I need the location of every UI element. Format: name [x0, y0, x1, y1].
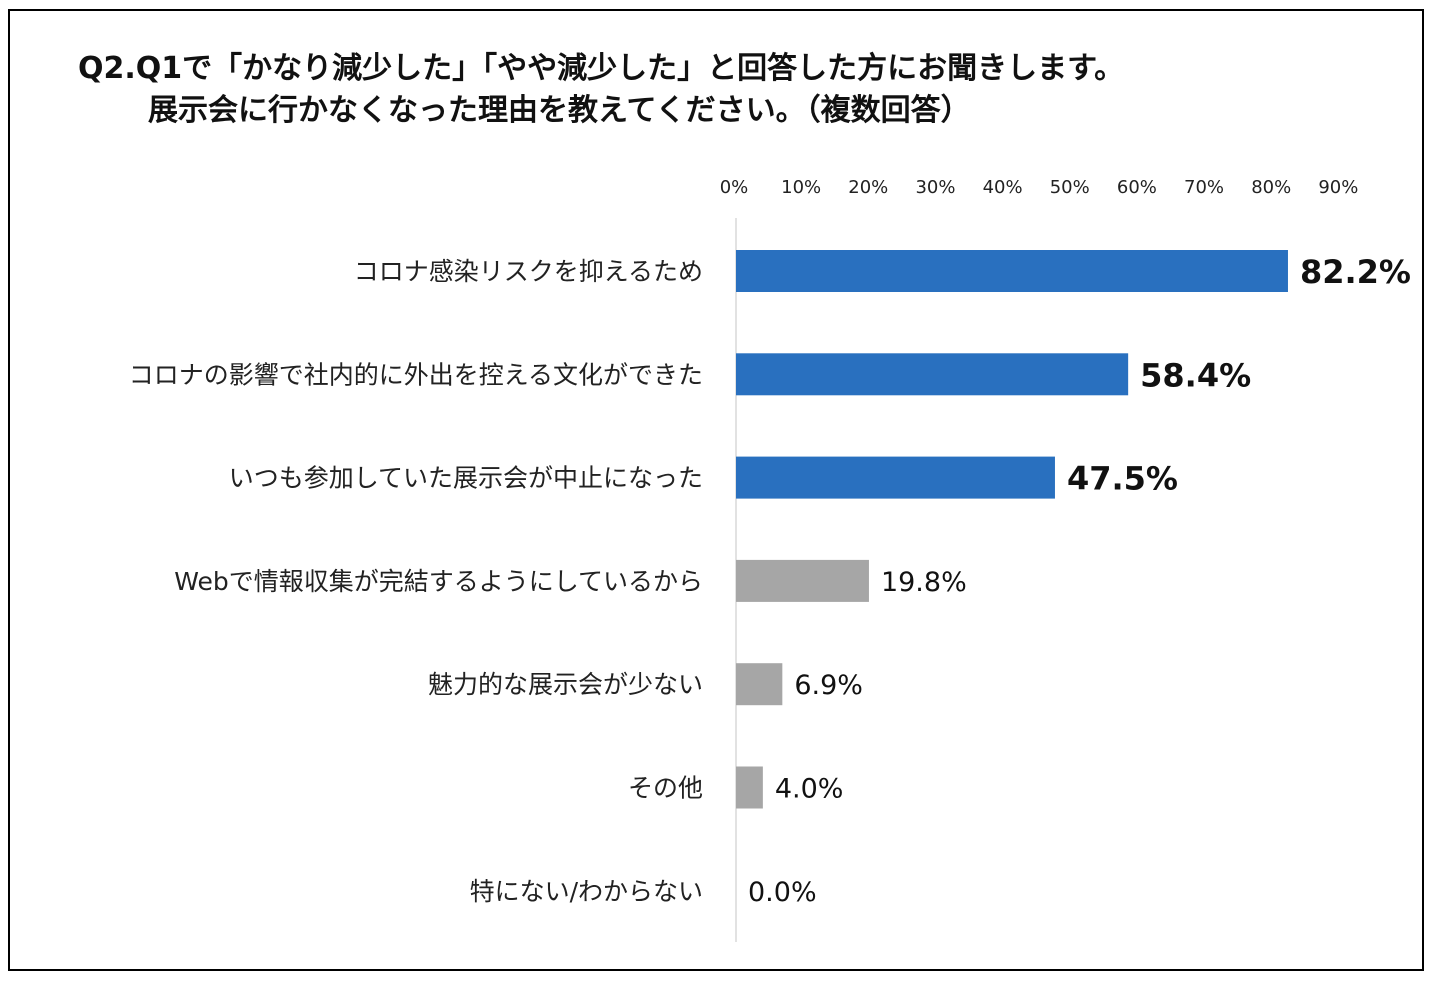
chart-title-line2: 展示会に行かなくなった理由を教えてください。（複数回答）: [148, 93, 971, 128]
chart-frame: [8, 9, 1424, 971]
x-tick-label: 80%: [1251, 177, 1291, 198]
chart-title: Q2.Q1で「かなり減少した」「やや減少した」と回答した方にお聞きします。 展示…: [78, 48, 1398, 132]
chart-title-line1: Q2.Q1で「かなり減少した」「やや減少した」と回答した方にお聞きします。: [78, 51, 1125, 86]
x-tick-label: 70%: [1184, 177, 1224, 198]
category-label: コロナの影響で社内的に外出を控える文化ができた: [129, 360, 703, 389]
category-label: コロナ感染リスクを抑えるため: [354, 257, 703, 286]
category-label: Webで情報収集が完結するようにしているから: [174, 567, 703, 596]
x-tick-label: 30%: [915, 177, 955, 198]
bar: [736, 559, 869, 602]
bar: [736, 766, 763, 809]
value-label: 47.5%: [1067, 460, 1178, 498]
value-label: 19.8%: [881, 567, 967, 598]
x-tick-label: 90%: [1318, 177, 1358, 198]
bar: [736, 250, 1288, 292]
value-label: 58.4%: [1140, 356, 1251, 394]
bar: [736, 456, 1055, 499]
bar: [736, 663, 783, 706]
value-label: 4.0%: [775, 774, 844, 805]
x-tick-label: 40%: [983, 177, 1023, 198]
x-tick-label: 60%: [1117, 177, 1157, 198]
x-tick-label: 0%: [720, 177, 749, 198]
category-label: いつも参加していた展示会が中止になった: [229, 464, 703, 493]
value-label: 0.0%: [748, 877, 817, 908]
bar: [736, 353, 1129, 396]
x-tick-label: 20%: [848, 177, 888, 198]
value-label: 82.2%: [1300, 253, 1411, 291]
x-tick-label: 10%: [781, 177, 821, 198]
category-label: その他: [628, 774, 703, 803]
category-label: 魅力的な展示会が少ない: [428, 670, 703, 699]
value-label: 6.9%: [794, 670, 863, 701]
x-tick-label: 50%: [1050, 177, 1090, 198]
category-label: 特にない/わからない: [470, 877, 703, 906]
